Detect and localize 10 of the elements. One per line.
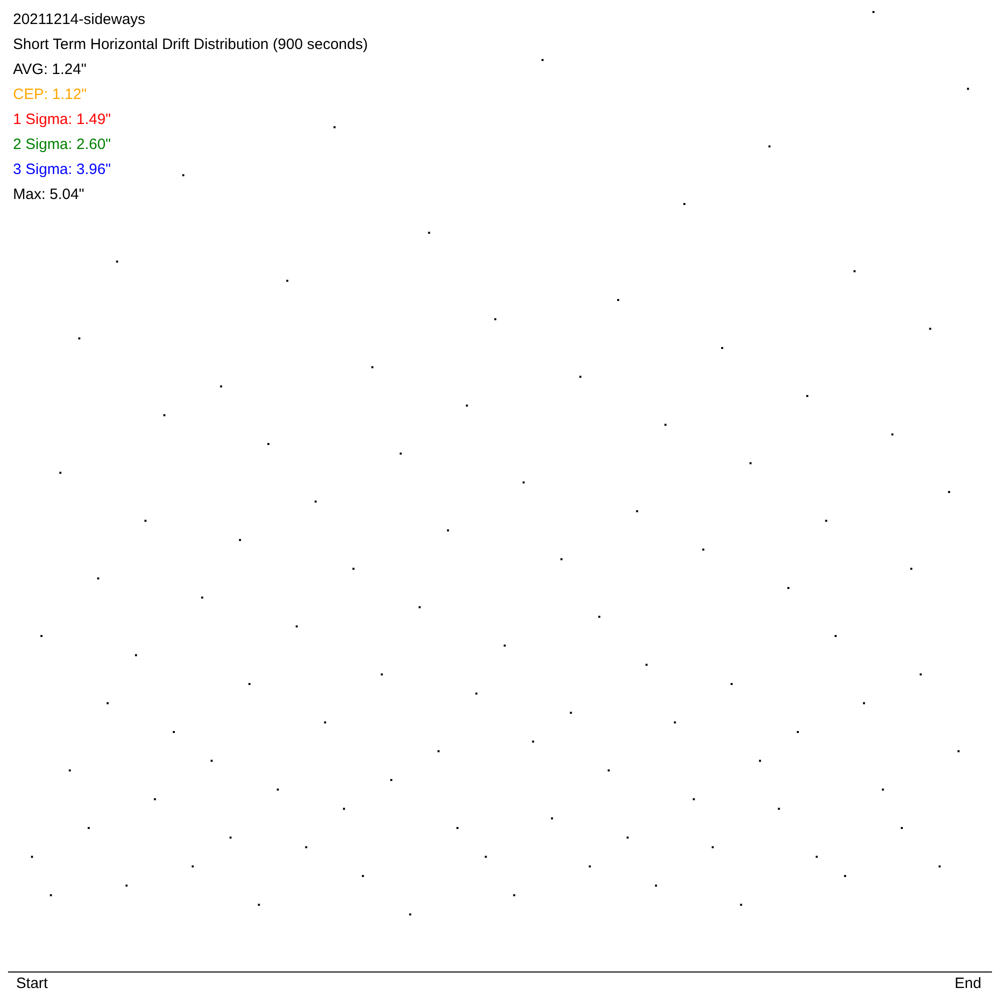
chart-title: 20211214-sideways — [13, 11, 146, 28]
text: Short Term Horizontal Drift Distribution (900 seconds) — [13, 36, 368, 53]
annotation: Max: 5.04" — [13, 186, 84, 203]
x-tick-label: Start — [16, 975, 49, 992]
annotation: 3 Sigma: 3.96" — [13, 161, 111, 178]
annotation: CEP: 1.12" — [13, 86, 87, 103]
annotation: AVG: 1.24" — [13, 61, 86, 78]
annotation: 1 Sigma: 1.49" — [13, 111, 111, 128]
annotation: 2 Sigma: 2.60" — [13, 136, 111, 153]
x-tick-label: End — [954, 975, 982, 992]
